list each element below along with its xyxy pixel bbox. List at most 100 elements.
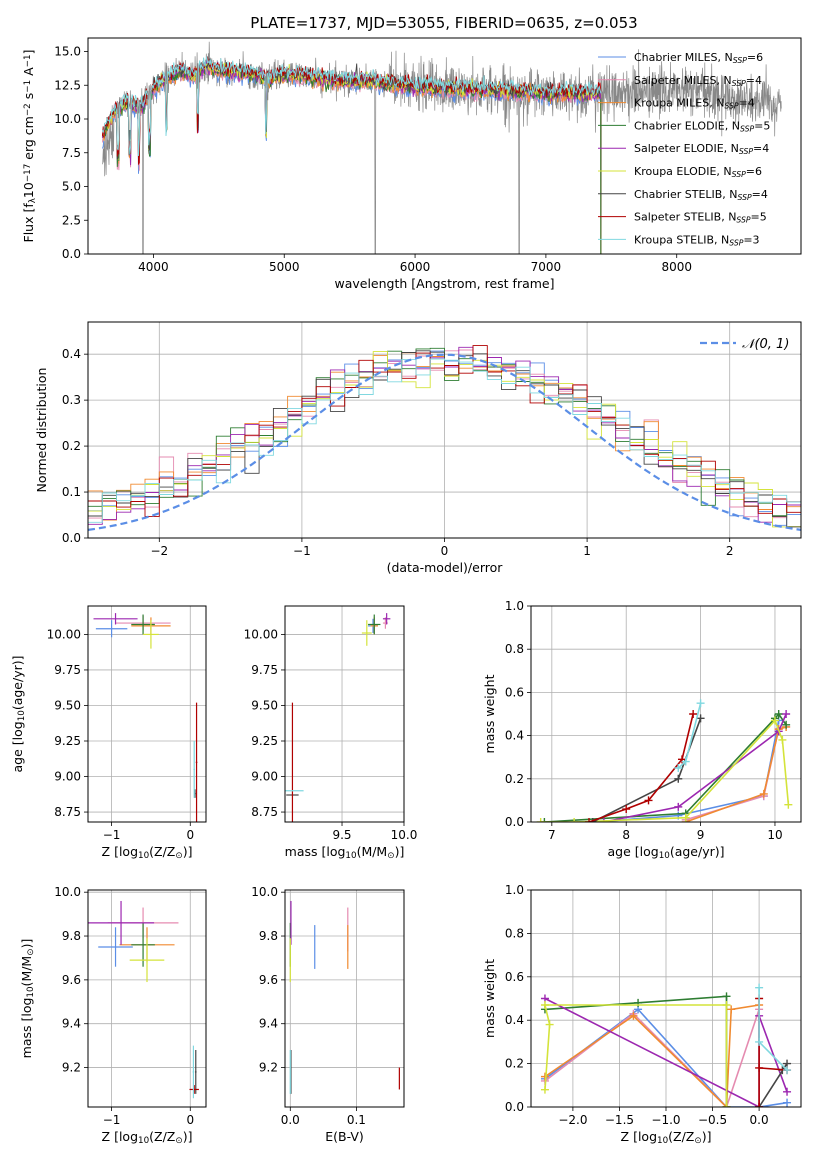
errorbar-point (129, 938, 165, 983)
legend-label: Kroupa ELODIE, NSSP=6 (634, 165, 762, 179)
mass-weight-marker (755, 1037, 764, 1046)
y-axis-label: mass weight (482, 959, 497, 1038)
model-spectrum-line (101, 56, 602, 157)
y-tick-label: 2.5 (62, 213, 81, 227)
y-tick-label: 9.25 (251, 734, 278, 748)
x-axis-label: Z [log10(Z/Z⊙)] (621, 1129, 712, 1146)
y-tick-label: 0.4 (62, 347, 81, 361)
y-tick-label: 10.00 (244, 627, 278, 641)
mass-weight-line (544, 1008, 788, 1107)
x-tick-label: −2 (150, 544, 168, 558)
errorbar-point (193, 741, 195, 798)
y-tick-label: 9.00 (251, 770, 278, 784)
x-tick-label: 0.0 (750, 1113, 769, 1127)
y-tick-label: 9.6 (259, 973, 278, 987)
y-tick-label: 10.0 (54, 112, 81, 126)
mass-weight-marker (681, 813, 690, 822)
mass-weight-line (685, 726, 787, 822)
x-tick-label: 5000 (269, 260, 300, 274)
mw_age-plot-area (536, 699, 793, 822)
x-axis-label: mass [log10(M/M⊙)] (285, 844, 405, 861)
legend-label: Chabrier ELODIE, NSSP=5 (634, 119, 770, 133)
x-tick-label: 2 (726, 544, 734, 558)
y-tick-label: 0.4 (505, 1013, 524, 1027)
x-tick-label: 0 (441, 544, 449, 558)
y-tick-label: 9.8 (259, 929, 278, 943)
y-tick-label: 0.0 (62, 531, 81, 545)
y-tick-label: 10.00 (47, 627, 81, 641)
y-tick-label: 0.2 (505, 1057, 524, 1071)
errorbar-point (361, 620, 372, 646)
y-tick-label: 9.2 (259, 1061, 278, 1075)
mass-weight-marker (674, 802, 683, 811)
mass-weight-marker (585, 818, 594, 822)
y-tick-label: 0.0 (62, 247, 81, 261)
y-tick-label: 0.6 (505, 970, 524, 984)
x-tick-label: −2.0 (558, 1113, 587, 1127)
x-tick-label: −1 (103, 1113, 121, 1127)
mass-weight-marker (722, 1103, 731, 1107)
mass-weight-marker (540, 1085, 549, 1094)
mass-weight-marker (540, 818, 549, 822)
normal-distribution-curve (88, 353, 801, 531)
y-tick-label: 9.00 (54, 770, 81, 784)
mass-weight-marker (545, 1020, 554, 1029)
y-tick-label: 0.0 (505, 1100, 524, 1114)
errorbar-point (98, 927, 133, 967)
y-tick-label: 5.0 (62, 180, 81, 194)
y-axis-label: Flux [fλ10−17 erg cm−2 s−1 A−1] (21, 50, 38, 243)
y-tick-label: 1.0 (505, 599, 524, 613)
errorbar-point (192, 1045, 195, 1099)
x-tick-label: 4000 (138, 260, 169, 274)
axes-frame (87, 605, 207, 823)
axes-mass_EBV: 0.0 0.1 9.2 9.4 9.6 9.8 10.0 E(B-V) (251, 885, 405, 1144)
y-tick-label: 1.0 (505, 883, 524, 897)
x-tick-label: −1 (293, 544, 311, 558)
axes-frame (530, 605, 802, 823)
x-axis-label: (data-model)/error (387, 560, 504, 575)
x-axis-label: wavelength [Angstrom, rest frame] (334, 276, 554, 291)
mass-weight-marker (784, 800, 793, 809)
mass-weight-marker (770, 716, 779, 725)
figure-title: PLATE=1737, MJD=53055, FIBERID=0635, z=0… (250, 14, 637, 32)
spectrum-plot-area (101, 41, 782, 254)
x-axis-label: E(B-V) (325, 1129, 364, 1144)
x-tick-label: 9.5 (332, 828, 351, 842)
residual-plot-area (88, 345, 801, 531)
y-tick-label: 9.50 (251, 698, 278, 712)
x-tick-label: −1.0 (651, 1113, 680, 1127)
errorbar-point (368, 614, 381, 635)
mass-weight-marker (689, 710, 698, 718)
y-axis-label: mass weight (482, 674, 497, 753)
y-tick-label: 9.6 (62, 973, 81, 987)
residual-histogram (88, 358, 801, 527)
mass-weight-marker (622, 805, 631, 814)
errorbar-point (93, 613, 138, 625)
errorbar-point (95, 620, 128, 638)
mass-weight-marker (727, 1005, 736, 1014)
axes-frame (87, 37, 802, 255)
mw_Z-plot-area (540, 983, 792, 1107)
y-tick-label: 12.5 (54, 78, 81, 92)
y-tick-label: 0.1 (62, 485, 81, 499)
mass-weight-marker (782, 720, 791, 729)
errorbar-point (189, 1085, 199, 1094)
y-tick-label: 8.75 (251, 805, 278, 819)
mass-weight-line (540, 719, 790, 822)
y-axis-label: Normed distribution (34, 368, 49, 493)
x-axis-label: Z [log10(Z/Z⊙)] (102, 844, 193, 861)
mass-weight-marker (570, 818, 579, 822)
errorbar-point (88, 900, 155, 945)
y-tick-label: 0.3 (62, 393, 81, 407)
mass-weight-marker (778, 735, 787, 744)
mass-weight-line (544, 712, 787, 822)
mass-weight-marker (599, 818, 608, 822)
age_mass-plot-area (285, 613, 391, 822)
y-tick-label: 10.0 (251, 885, 278, 899)
x-tick-label: 0 (186, 1113, 194, 1127)
mass-weight-marker (759, 789, 768, 798)
errorbar-point (195, 702, 198, 822)
axes-mw_Z: −2.0 −1.5 −1.0 −0.5 0.0 0.0 0.2 0.4 0.6 0.8 1.0 Z [… (482, 883, 802, 1146)
x-axis-label: age [log10(age/yr)] (607, 844, 724, 861)
mass-weight-marker (588, 818, 597, 822)
